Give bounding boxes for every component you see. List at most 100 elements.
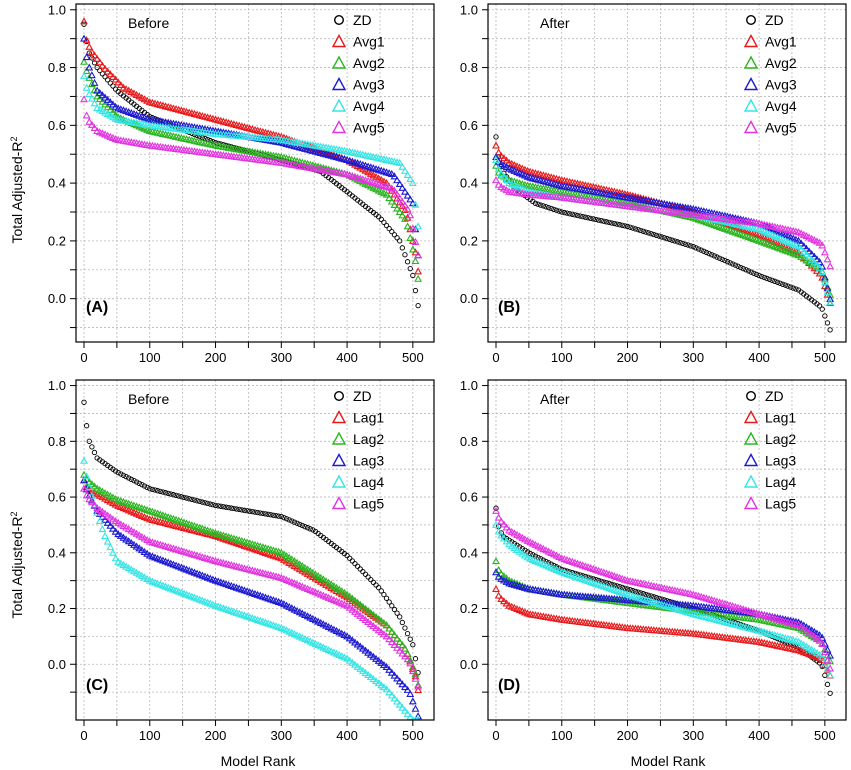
data-point-zd <box>194 498 200 504</box>
data-point-lag4 <box>521 551 529 559</box>
data-point-lag3 <box>366 650 375 658</box>
data-point-avg4 <box>414 222 423 230</box>
data-point-zd <box>126 475 132 481</box>
data-point-zd <box>139 482 145 488</box>
legend-entry-avg1: Avg1 <box>743 34 797 50</box>
data-point-zd <box>653 232 660 238</box>
data-point-lag5 <box>799 624 808 633</box>
data-point-lag5 <box>807 630 816 638</box>
data-point-zd <box>197 498 203 505</box>
data-point-lag4 <box>374 679 383 687</box>
data-point-zd <box>410 642 416 648</box>
legend-label: Lag4 <box>353 474 384 490</box>
legend-label: ZD <box>353 12 372 28</box>
legend-entry-lag1: Lag1 <box>331 410 384 426</box>
data-point-lag3 <box>393 674 401 682</box>
legend-label: Lag4 <box>765 474 796 490</box>
data-point-lag5 <box>382 632 391 640</box>
data-point-zd <box>86 50 92 56</box>
data-point-avg4 <box>90 99 99 107</box>
data-point-zd <box>582 214 589 220</box>
data-point-avg1 <box>114 78 123 86</box>
data-point-zd <box>165 490 171 497</box>
data-point-avg4 <box>797 245 806 253</box>
data-point-avg4 <box>403 170 412 178</box>
data-point-zd <box>780 281 786 287</box>
legend-marker-triangle <box>331 55 347 69</box>
data-point-zd <box>677 239 683 246</box>
data-point-lag5 <box>494 513 503 521</box>
data-point-lag3 <box>398 680 407 688</box>
data-point-zd <box>123 473 129 480</box>
data-point-avg4 <box>807 255 816 263</box>
data-point-avg5 <box>406 211 415 219</box>
data-point-zd <box>759 273 765 280</box>
data-point-lag2 <box>406 656 415 664</box>
data-point-lag5 <box>820 648 829 656</box>
data-point-zd <box>304 525 311 531</box>
data-point-zd <box>131 478 137 484</box>
legend-entry-avg2: Avg2 <box>743 55 797 71</box>
data-point-avg3 <box>87 71 96 79</box>
data-point-lag4 <box>366 672 375 681</box>
y-tick-label: 0.8 <box>48 60 66 75</box>
data-point-lag1 <box>820 661 829 669</box>
y-tick-label: 1.0 <box>460 2 478 17</box>
data-point-zd <box>352 560 358 567</box>
data-point-lag4 <box>815 650 824 658</box>
data-point-zd <box>254 509 261 516</box>
legend-label: Avg4 <box>353 98 385 114</box>
data-point-zd <box>386 599 392 605</box>
data-point-lag5 <box>802 626 811 634</box>
data-point-avg4 <box>805 253 813 261</box>
panel-c: 0.0 0.2 0.4 0.6 0.8 1.0 0 100 200 300 400 500 Before… <box>48 378 435 743</box>
y-tick-label: 0.6 <box>460 490 478 505</box>
data-point-lag3 <box>111 527 120 535</box>
data-point-zd <box>622 223 628 229</box>
data-point-zd <box>373 582 379 588</box>
data-point-zd <box>204 500 211 507</box>
data-point-zd <box>381 219 387 226</box>
data-point-avg2 <box>395 207 404 215</box>
data-point-zd <box>572 212 578 218</box>
data-point-zd <box>297 521 303 528</box>
data-point-avg5 <box>403 205 412 213</box>
data-point-zd <box>493 505 499 511</box>
data-point-zd <box>540 203 547 209</box>
data-point-zd <box>189 496 195 503</box>
series-lag5 <box>492 506 835 672</box>
data-point-zd <box>173 492 179 499</box>
legend-entry-lag2: Lag2 <box>331 431 384 447</box>
data-point-lag5 <box>818 639 827 647</box>
y-tick-labels: 0.0 0.2 0.4 0.6 0.8 1.0 <box>48 378 66 672</box>
data-point-zd <box>727 260 733 266</box>
data-point-zd <box>561 209 568 216</box>
data-point-lag5 <box>90 501 99 509</box>
legend-entry-zd: ZD <box>334 12 372 28</box>
data-point-avg4 <box>826 298 835 306</box>
data-point-avg1 <box>93 54 102 62</box>
data-point-avg5 <box>411 237 420 245</box>
y-tick-label: 0.8 <box>48 434 66 449</box>
legend-entry-avg5: Avg5 <box>331 120 385 136</box>
data-point-lag3 <box>494 572 503 580</box>
data-point-lag5 <box>101 509 109 517</box>
data-point-zd <box>790 285 796 291</box>
data-point-lag2 <box>364 606 373 614</box>
data-point-lag5 <box>87 498 96 506</box>
data-point-zd <box>391 232 398 238</box>
data-point-zd <box>120 472 127 478</box>
data-point-lag5 <box>797 623 806 631</box>
y-tick-label: 0.0 <box>48 657 66 672</box>
series-markers <box>492 134 835 333</box>
data-point-zd <box>402 625 408 631</box>
data-point-lag2 <box>358 602 367 610</box>
data-point-avg3 <box>390 172 399 180</box>
data-point-avg5 <box>387 184 396 192</box>
y-axis-title-bottom-text: Total Adjusted-R <box>9 517 25 619</box>
series-lag1 <box>492 584 835 679</box>
data-point-avg3 <box>401 187 409 195</box>
data-point-avg1 <box>103 67 112 75</box>
legend-entry-zd: ZD <box>746 388 784 404</box>
